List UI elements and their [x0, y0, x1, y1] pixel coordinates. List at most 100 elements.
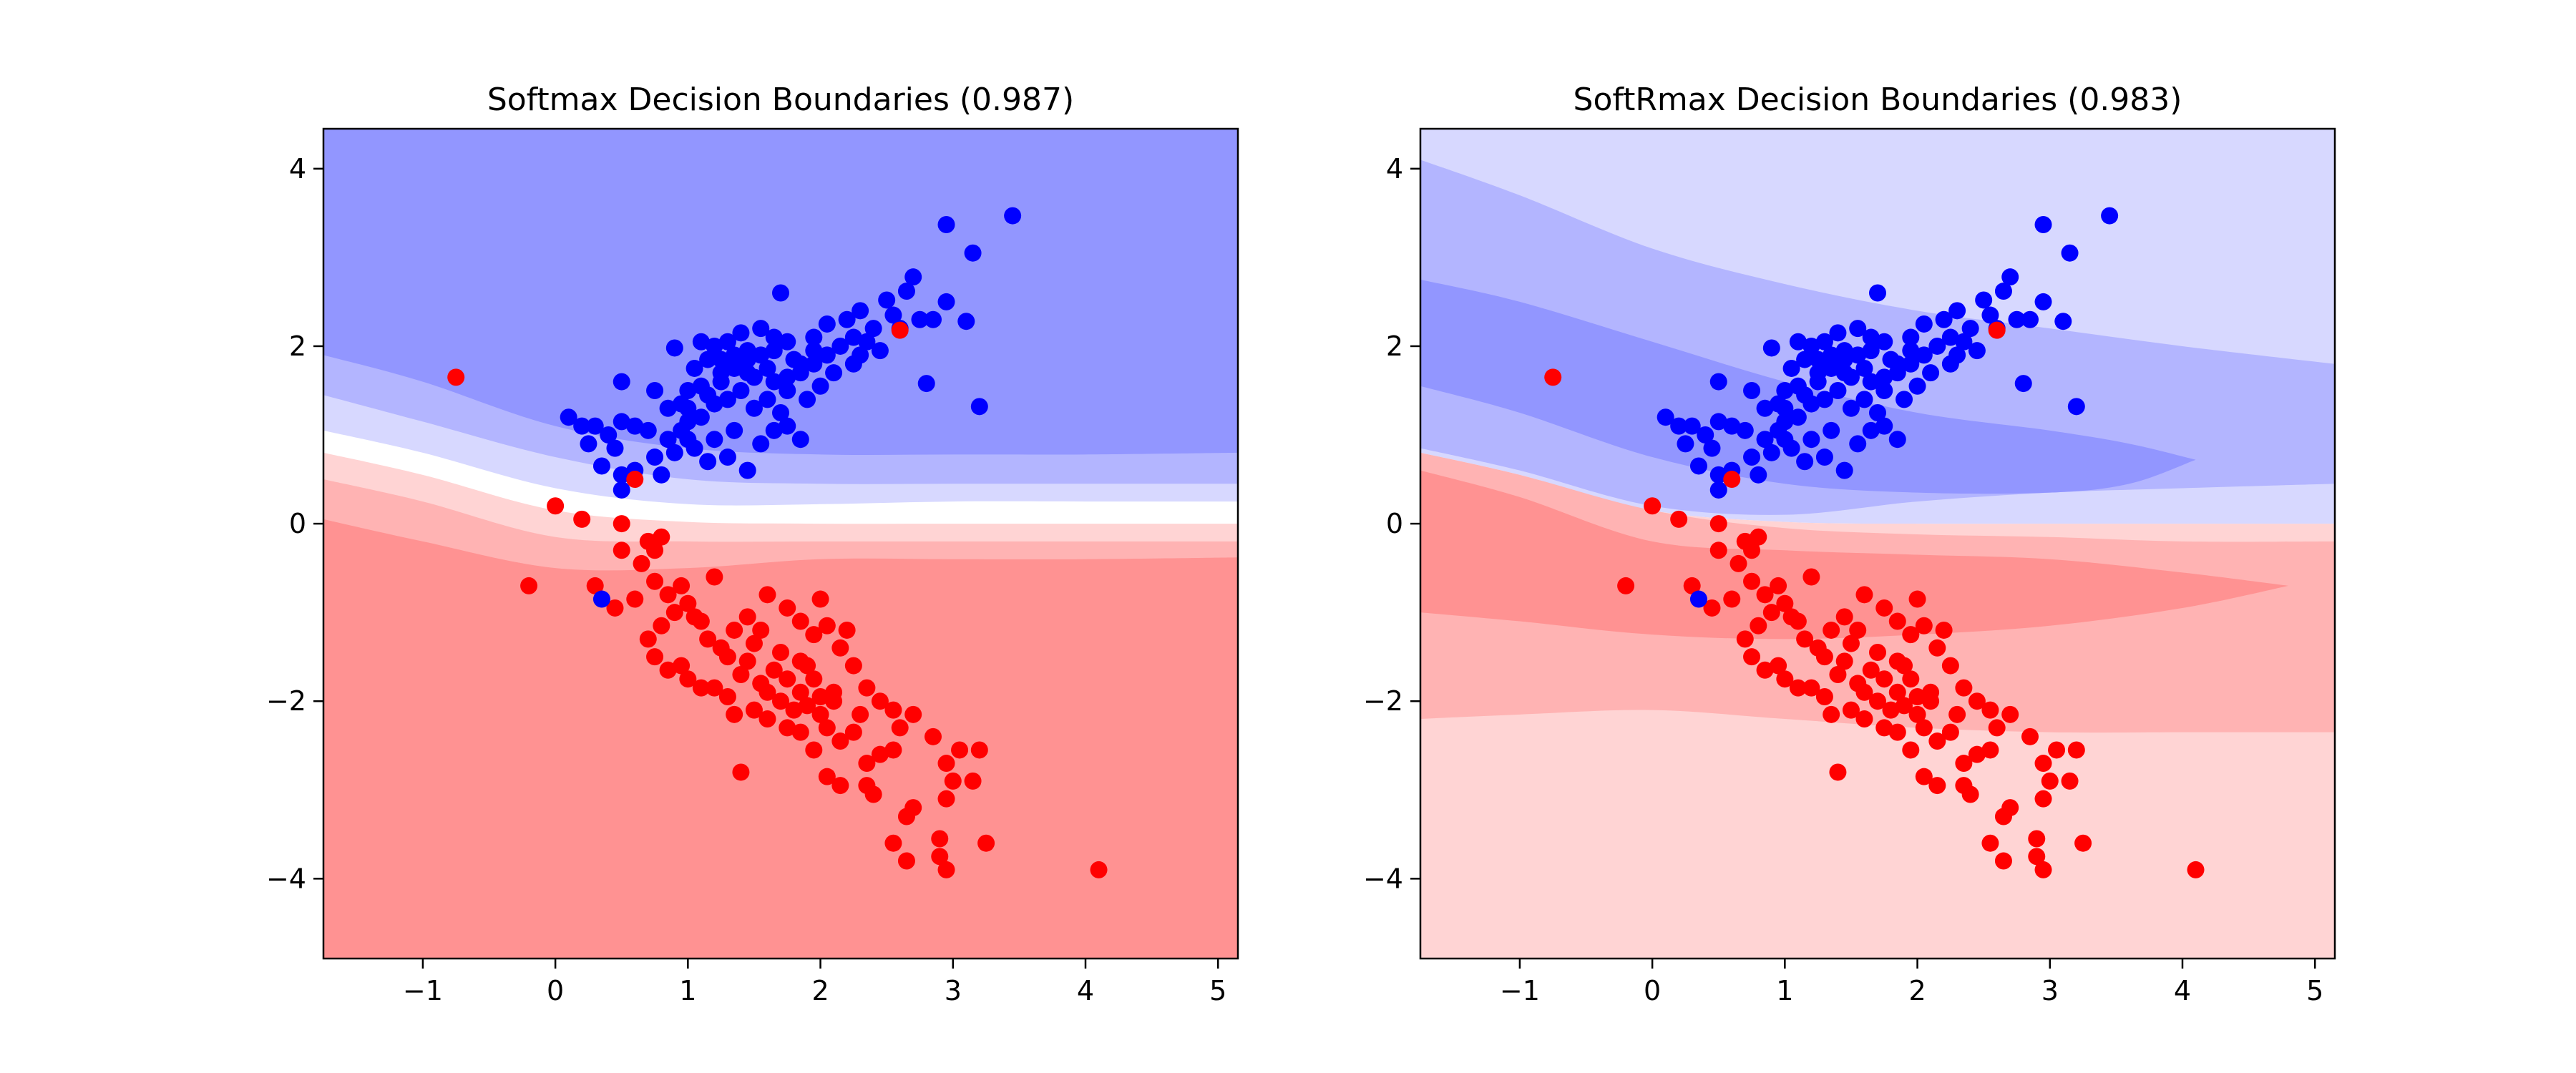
- softrmax-red-point: [1875, 719, 1893, 737]
- softmax-x-tick-label: 3: [945, 975, 962, 1006]
- softmax-red-point: [805, 670, 823, 688]
- softrmax-red-point: [2187, 861, 2205, 878]
- softmax-blue-point: [838, 310, 856, 328]
- softmax-blue-point: [706, 337, 723, 355]
- softmax-red-point: [679, 594, 697, 612]
- softmax-blue-point: [937, 215, 955, 233]
- softmax-red-point: [871, 692, 889, 710]
- softrmax-x-tick-label: 0: [1644, 975, 1661, 1006]
- softmax-red-point: [752, 621, 770, 639]
- softrmax-red-point: [1968, 692, 1986, 710]
- softrmax-y-tick-label: −4: [1363, 863, 1403, 894]
- softmax-red-point: [718, 688, 736, 706]
- softrmax-blue-point: [1762, 339, 1780, 357]
- softmax-red-point: [673, 577, 691, 594]
- softrmax-blue-point: [1896, 391, 1913, 408]
- softmax-red-point: [779, 599, 796, 617]
- softrmax-blue-point: [1776, 399, 1794, 417]
- softmax-blue-point: [613, 466, 630, 484]
- softrmax-red-point: [1756, 586, 1774, 604]
- softmax-red-point: [785, 701, 803, 719]
- softmax-red-point: [779, 670, 796, 688]
- softrmax-red-point: [1948, 705, 1966, 723]
- softmax-blue-point: [831, 337, 849, 355]
- softmax-y-tick-label: −4: [266, 863, 306, 894]
- softrmax-blue-point: [1683, 417, 1701, 435]
- softrmax-blue-point: [1723, 417, 1741, 435]
- softrmax-red-point: [1941, 723, 1959, 741]
- softrmax-y-axis: 4 2 0 −2 −4: [1363, 153, 1420, 894]
- softmax-red-point: [765, 661, 783, 679]
- softrmax-blue-point: [1815, 449, 1833, 466]
- softmax-red-point: [613, 515, 630, 533]
- softrmax-blue-point: [2008, 310, 2026, 328]
- softrmax-blue-point: [1922, 364, 1940, 382]
- softmax-red-point: [692, 612, 710, 630]
- softrmax-panel: −1 0 1 2 3 4 5 4 2 0 −2 −4 SoftRmax Decision Bound…: [1363, 82, 2336, 1006]
- softrmax-red-point: [1789, 679, 1807, 697]
- softrmax-red-point: [1955, 777, 1973, 795]
- softmax-blue-point: [779, 417, 796, 435]
- softrmax-blue-point: [1802, 431, 1820, 449]
- softrmax-red-point: [2061, 772, 2079, 790]
- softrmax-blue-point: [1875, 368, 1893, 386]
- softrmax-red-point: [1988, 719, 2006, 737]
- softrmax-red-point: [1617, 577, 1635, 594]
- softmax-axes-frame: [322, 127, 1239, 960]
- softrmax-blue-point: [1855, 359, 1873, 377]
- softmax-blue-point: [646, 449, 664, 466]
- softmax-blue-point: [626, 417, 644, 435]
- softmax-blue-point: [613, 373, 630, 391]
- softrmax-blue-point: [1849, 346, 1867, 364]
- softrmax-decision-regions: [1420, 129, 2335, 959]
- softmax-y-tick-label: −2: [266, 685, 306, 717]
- softrmax-axes-frame: [1419, 127, 2336, 960]
- softmax-red-point: [447, 368, 465, 386]
- softmax-blue-point: [573, 417, 591, 435]
- softmax-blue-point: [779, 368, 796, 386]
- softmax-red-point: [818, 768, 836, 785]
- softrmax-blue-point: [1835, 342, 1853, 360]
- softmax-red-point: [818, 617, 836, 635]
- softmax-red-point: [858, 755, 876, 773]
- softrmax-red-point: [1670, 510, 1688, 528]
- softrmax-scatter-points: [1544, 207, 2205, 878]
- softrmax-blue-point: [1823, 359, 1840, 377]
- softrmax-red-point: [1928, 777, 1946, 795]
- softmax-red-point: [831, 639, 849, 657]
- softrmax-red-point: [1683, 577, 1701, 594]
- softmax-red-point: [772, 692, 789, 710]
- softrmax-blue-point: [1835, 461, 1853, 479]
- softmax-blue-point: [679, 381, 697, 399]
- softrmax-blue-point: [1677, 435, 1694, 453]
- softrmax-blue-point: [1888, 431, 1906, 449]
- softrmax-blue-point: [1823, 346, 1840, 364]
- softmax-red-point: [831, 777, 849, 795]
- softrmax-red-point: [2034, 755, 2052, 773]
- softrmax-red-point: [1869, 643, 1886, 661]
- softrmax-x-tick-label: 2: [1908, 975, 1926, 1006]
- softmax-red-point: [779, 719, 796, 737]
- softrmax-red-point: [1875, 670, 1893, 688]
- softmax-blue-point: [765, 328, 783, 346]
- softmax-blue-point: [718, 391, 736, 408]
- softrmax-red-point: [1888, 612, 1906, 630]
- softrmax-red-point: [1882, 701, 1900, 719]
- softrmax-blue-point: [2034, 293, 2052, 310]
- softmax-x-axis: −1 0 1 2 3 4 5: [403, 959, 1226, 1006]
- softrmax-red-point: [1743, 572, 1761, 590]
- softrmax-red-point: [2028, 848, 2046, 866]
- softmax-blue-point: [1004, 207, 1022, 225]
- softrmax-blue-point: [2054, 313, 2072, 330]
- softmax-blue-point: [791, 355, 809, 373]
- softrmax-red-point: [1908, 688, 1926, 706]
- softmax-red-point: [884, 834, 902, 852]
- softmax-blue-point: [726, 421, 743, 439]
- softrmax-red-point: [1709, 515, 1727, 533]
- softmax-red-point: [626, 590, 644, 608]
- softmax-decision-regions: [323, 129, 1238, 959]
- softmax-blue-point: [706, 431, 723, 449]
- softrmax-red-point: [2041, 772, 2059, 790]
- softmax-blue-point: [718, 449, 736, 466]
- softrmax-red-point: [1955, 755, 1973, 773]
